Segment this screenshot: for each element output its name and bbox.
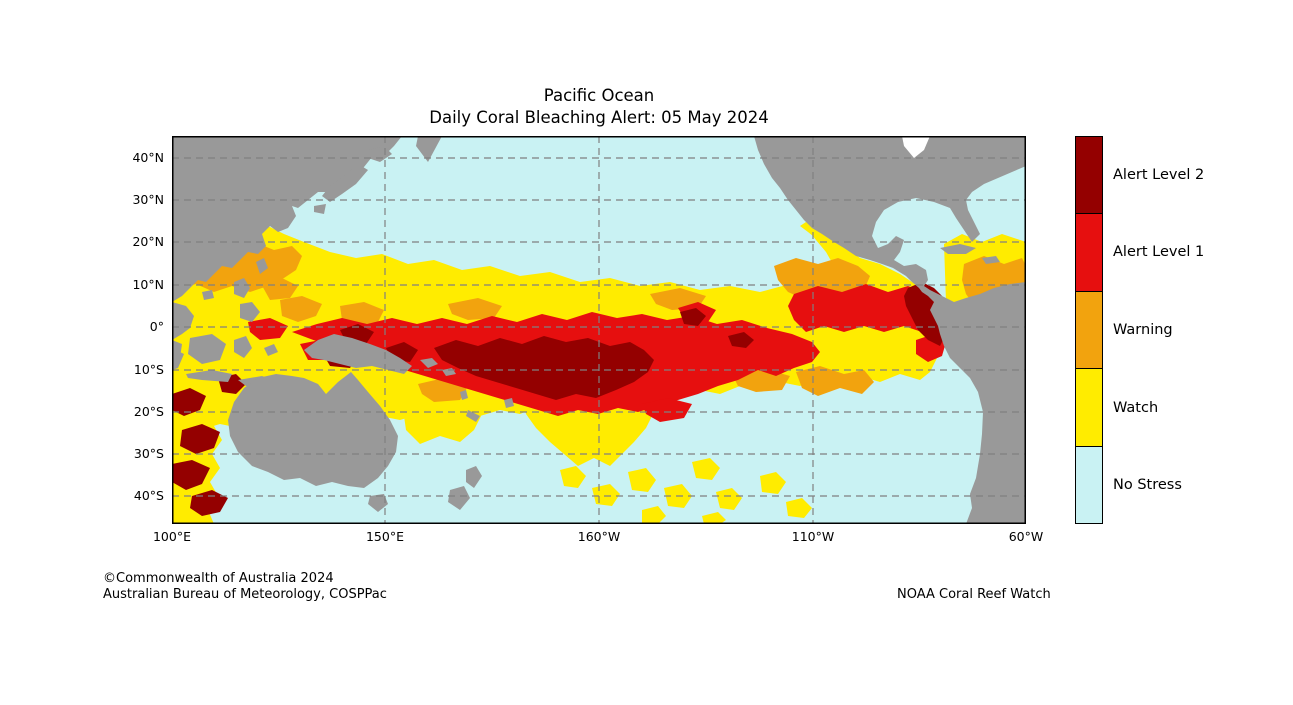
land-asia-mainland (172, 136, 442, 302)
alert1-east-equatorial (788, 284, 942, 332)
land-southeast-asia (172, 302, 278, 390)
map-border (172, 136, 1026, 524)
legend-colorbar (1075, 136, 1103, 524)
colorbar-warning-swatch (1076, 291, 1102, 370)
land-americas (754, 136, 1026, 524)
warning-east-pacific (774, 258, 870, 300)
copyright-block: ©Commonwealth of Australia 2024 Australi… (103, 571, 387, 602)
alert2-east-spots (680, 308, 754, 348)
colorbar-nostress-swatch (1076, 446, 1102, 524)
legend-label-nostress: No Stress (1113, 477, 1182, 493)
pacific-map-svg (172, 136, 1026, 524)
colorbar-watch-swatch (1076, 369, 1102, 447)
land-australia (228, 372, 398, 512)
watch-southern-patches (560, 458, 812, 524)
land-pacific-islands (420, 358, 514, 422)
land-hudson-bay-notch (902, 136, 930, 158)
pacific-map (172, 136, 1026, 524)
lon-tick-160w: 160°W (577, 529, 621, 544)
lat-tick-40s: 40°S (133, 488, 164, 503)
lon-tick-60w: 60°W (1008, 529, 1044, 544)
alert2-west-australia-patches (172, 374, 246, 516)
copyright-line2: Australian Bureau of Meteorology, COSPPa… (103, 586, 387, 602)
warning-south-patches (418, 366, 874, 402)
title-line-product: Daily Coral Bleaching Alert: 05 May 2024 (429, 108, 769, 127)
title-line-region: Pacific Ocean (543, 86, 655, 105)
gridlines-layer (172, 136, 1026, 524)
colorbar-alert2-swatch (1076, 137, 1102, 215)
land-new-zealand (448, 466, 482, 510)
lat-tick-20s: 20°S (133, 404, 164, 419)
lat-tick-20n: 20°N (132, 234, 164, 249)
colorbar-alert1-swatch (1076, 214, 1102, 292)
legend-label-warning: Warning (1113, 322, 1173, 338)
warning-equatorial-patches (280, 288, 706, 326)
land-japan-and-islands (202, 146, 392, 322)
lon-tick-150e: 150°E (365, 529, 404, 544)
lat-tick-30s: 30°S (133, 446, 164, 461)
lat-tick-40n: 40°N (132, 150, 164, 165)
lat-tick-10n: 10°N (132, 277, 164, 292)
grid-dashed-lines (172, 136, 1026, 524)
alert1-southeast-spur (642, 302, 716, 422)
legend-label-watch: Watch (1113, 400, 1159, 416)
lon-tick-100e: 100°E (152, 529, 191, 544)
copyright-line1: ©Commonwealth of Australia 2024 (103, 571, 334, 586)
figure-title: Pacific Ocean Daily Coral Bleaching Aler… (172, 85, 1026, 129)
credit-noaa: NOAA Coral Reef Watch (897, 587, 1051, 602)
lat-tick-30n: 30°N (132, 192, 164, 207)
lat-tick-0: 0° (149, 319, 164, 334)
lat-tick-10s: 10°S (133, 362, 164, 377)
lon-tick-110w: 110°W (791, 529, 835, 544)
legend-label-alert1: Alert Level 1 (1113, 244, 1205, 260)
legend-label-alert2: Alert Level 2 (1113, 167, 1205, 183)
